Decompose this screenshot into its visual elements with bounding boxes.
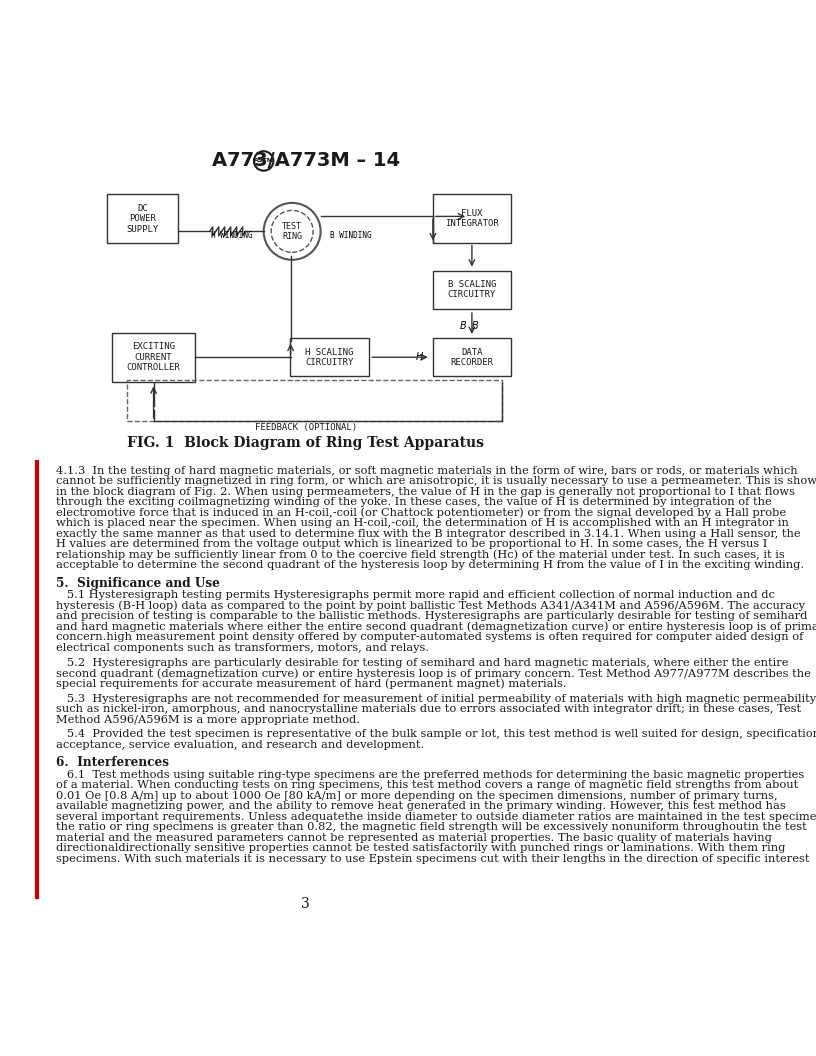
Text: EXCITING
CURRENT
CONTROLLER: EXCITING CURRENT CONTROLLER bbox=[126, 342, 180, 372]
FancyBboxPatch shape bbox=[432, 271, 512, 308]
Text: 4.1.3  In the testing of hard magnetic materials, or soft magnetic materials in : 4.1.3 In the testing of hard magnetic ma… bbox=[56, 466, 798, 476]
FancyBboxPatch shape bbox=[290, 339, 369, 376]
FancyBboxPatch shape bbox=[432, 194, 512, 243]
Text: 5.3  Hysteresigraphs are not recommended for measurement of initial permeability: 5.3 Hysteresigraphs are not recommended … bbox=[56, 694, 816, 703]
Text: FLUX
INTEGRATOR: FLUX INTEGRATOR bbox=[445, 209, 499, 228]
Text: 0.01 Oe [0.8 A/m] up to about 1000 Oe [80 kA/m] or more depending on the specime: 0.01 Oe [0.8 A/m] up to about 1000 Oe [8… bbox=[56, 791, 778, 800]
Text: the ratio or ring specimens is greater than 0.82, the magnetic field strength wi: the ratio or ring specimens is greater t… bbox=[56, 823, 807, 832]
Text: 5.4  Provided the test specimen is representative of the bulk sample or lot, thi: 5.4 Provided the test specimen is repres… bbox=[56, 730, 816, 739]
Text: available magnetizing power, and the ability to remove heat generated in the pri: available magnetizing power, and the abi… bbox=[56, 802, 786, 811]
Text: B: B bbox=[472, 321, 479, 331]
Text: FEEDBACK (OPTIONAL): FEEDBACK (OPTIONAL) bbox=[255, 423, 357, 432]
Text: several important requirements. Unless adequatethe inside diameter to outside di: several important requirements. Unless a… bbox=[56, 812, 816, 822]
Text: specimens. With such materials it is necessary to use Epstein specimens cut with: specimens. With such materials it is nec… bbox=[56, 854, 809, 864]
Text: 6.1  Test methods using suitable ring-type specimens are the preferred methods f: 6.1 Test methods using suitable ring-typ… bbox=[56, 770, 805, 780]
Text: DC
POWER
SUPPLY: DC POWER SUPPLY bbox=[126, 204, 158, 233]
Text: acceptable to determine the second quadrant of the hysteresis loop by determinin: acceptable to determine the second quadr… bbox=[56, 561, 805, 570]
Text: which is placed near the specimen. When using an H-coil,-coil, the determination: which is placed near the specimen. When … bbox=[56, 518, 789, 528]
Text: DATA
RECORDER: DATA RECORDER bbox=[450, 347, 494, 366]
Text: TEST
RING: TEST RING bbox=[282, 222, 302, 241]
Text: B WINDING: B WINDING bbox=[330, 231, 371, 241]
Text: and hard magnetic materials where either the entire second quadrant (demagnetiza: and hard magnetic materials where either… bbox=[56, 622, 816, 633]
Text: H SCALING
CIRCUITRY: H SCALING CIRCUITRY bbox=[305, 347, 354, 366]
Text: B: B bbox=[459, 321, 466, 331]
Text: and precision of testing is comparable to the ballistic methods. Hysteresigraphs: and precision of testing is comparable t… bbox=[56, 611, 808, 621]
Text: Method A596/A596M is a more appropriate method.: Method A596/A596M is a more appropriate … bbox=[56, 715, 360, 724]
FancyBboxPatch shape bbox=[113, 333, 195, 381]
FancyBboxPatch shape bbox=[432, 339, 512, 376]
Text: such as nickel-iron, amorphous, and nanocrystalline materials due to errors asso: such as nickel-iron, amorphous, and nano… bbox=[56, 704, 801, 714]
Text: 5.1 Hysteresigraph testing permits Hysteresigraphs permit more rapid and efficie: 5.1 Hysteresigraph testing permits Hyste… bbox=[56, 590, 775, 600]
Text: special requirements for accurate measurement of hard (permanent magnet) materia: special requirements for accurate measur… bbox=[56, 679, 567, 690]
Text: H: H bbox=[416, 353, 424, 362]
Text: H WINDING: H WINDING bbox=[211, 231, 253, 241]
Text: of a material. When conducting tests on ring specimens, this test method covers : of a material. When conducting tests on … bbox=[56, 780, 798, 791]
Text: H values are determined from the voltage output which is linearized to be propor: H values are determined from the voltage… bbox=[56, 540, 768, 549]
Text: A773/A773M – 14: A773/A773M – 14 bbox=[211, 151, 400, 170]
Text: cannot be sufficiently magnetized in ring form, or which are anisotropic, it is : cannot be sufficiently magnetized in rin… bbox=[56, 476, 816, 487]
Text: ASTM: ASTM bbox=[254, 158, 273, 164]
Text: hysteresis (B-H loop) data as compared to the point by point ballistic Test Meth: hysteresis (B-H loop) data as compared t… bbox=[56, 601, 805, 611]
FancyBboxPatch shape bbox=[107, 194, 178, 243]
Text: electromotive force that is induced in an H-coil,-coil (or Chattock potentiomete: electromotive force that is induced in a… bbox=[56, 508, 787, 518]
Text: 6.  Interferences: 6. Interferences bbox=[56, 756, 169, 770]
Text: FIG. 1  Block Diagram of Ring Test Apparatus: FIG. 1 Block Diagram of Ring Test Appara… bbox=[127, 436, 484, 450]
Text: relationship may be sufficiently linear from 0 to the coercive field strength (H: relationship may be sufficiently linear … bbox=[56, 550, 785, 561]
Text: 3: 3 bbox=[301, 897, 310, 911]
Text: electrical components such as transformers, motors, and relays.: electrical components such as transforme… bbox=[56, 643, 429, 653]
Text: acceptance, service evaluation, and research and development.: acceptance, service evaluation, and rese… bbox=[56, 740, 424, 750]
Text: in the block diagram of Fig. 2. When using permeameters, the value of H in the g: in the block diagram of Fig. 2. When usi… bbox=[56, 487, 795, 496]
Text: directionaldirectionally sensitive properties cannot be tested satisfactorily wi: directionaldirectionally sensitive prope… bbox=[56, 844, 786, 853]
Text: 5.  Significance and Use: 5. Significance and Use bbox=[56, 577, 220, 589]
Text: material and the measured parameters cannot be represented as material propertie: material and the measured parameters can… bbox=[56, 833, 772, 843]
Text: through the exciting coilmagnetizing winding of the yoke. In these cases, the va: through the exciting coilmagnetizing win… bbox=[56, 497, 772, 507]
Text: B SCALING
CIRCUITRY: B SCALING CIRCUITRY bbox=[448, 280, 496, 300]
Text: second quadrant (demagnetization curve) or entire hysteresis loop is of primary : second quadrant (demagnetization curve) … bbox=[56, 668, 811, 679]
Text: 5.2  Hysteresigraphs are particularly desirable for testing of semihard and hard: 5.2 Hysteresigraphs are particularly des… bbox=[56, 658, 789, 667]
Text: concern.high measurement point density offered by computer-automated systems is : concern.high measurement point density o… bbox=[56, 633, 804, 642]
Text: exactly the same manner as that used to determine flux with the B integrator des: exactly the same manner as that used to … bbox=[56, 529, 800, 539]
